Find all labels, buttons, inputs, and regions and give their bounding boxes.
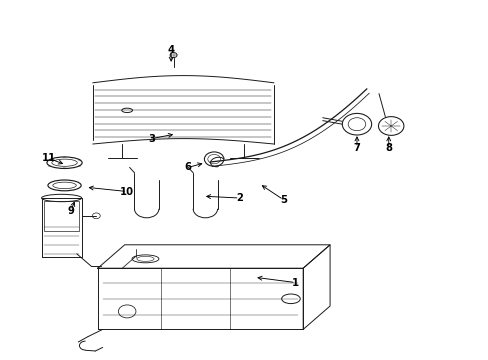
Text: 10: 10 bbox=[120, 186, 134, 197]
Text: 1: 1 bbox=[292, 278, 299, 288]
Text: 6: 6 bbox=[184, 162, 191, 172]
Text: 5: 5 bbox=[280, 195, 286, 205]
Bar bbox=[44, 201, 79, 231]
Text: 7: 7 bbox=[353, 143, 360, 153]
Text: 8: 8 bbox=[385, 143, 391, 153]
Text: 4: 4 bbox=[167, 45, 174, 55]
Text: 3: 3 bbox=[148, 134, 155, 144]
Text: 11: 11 bbox=[41, 153, 56, 163]
Text: 2: 2 bbox=[236, 193, 243, 203]
Text: 9: 9 bbox=[67, 206, 74, 216]
